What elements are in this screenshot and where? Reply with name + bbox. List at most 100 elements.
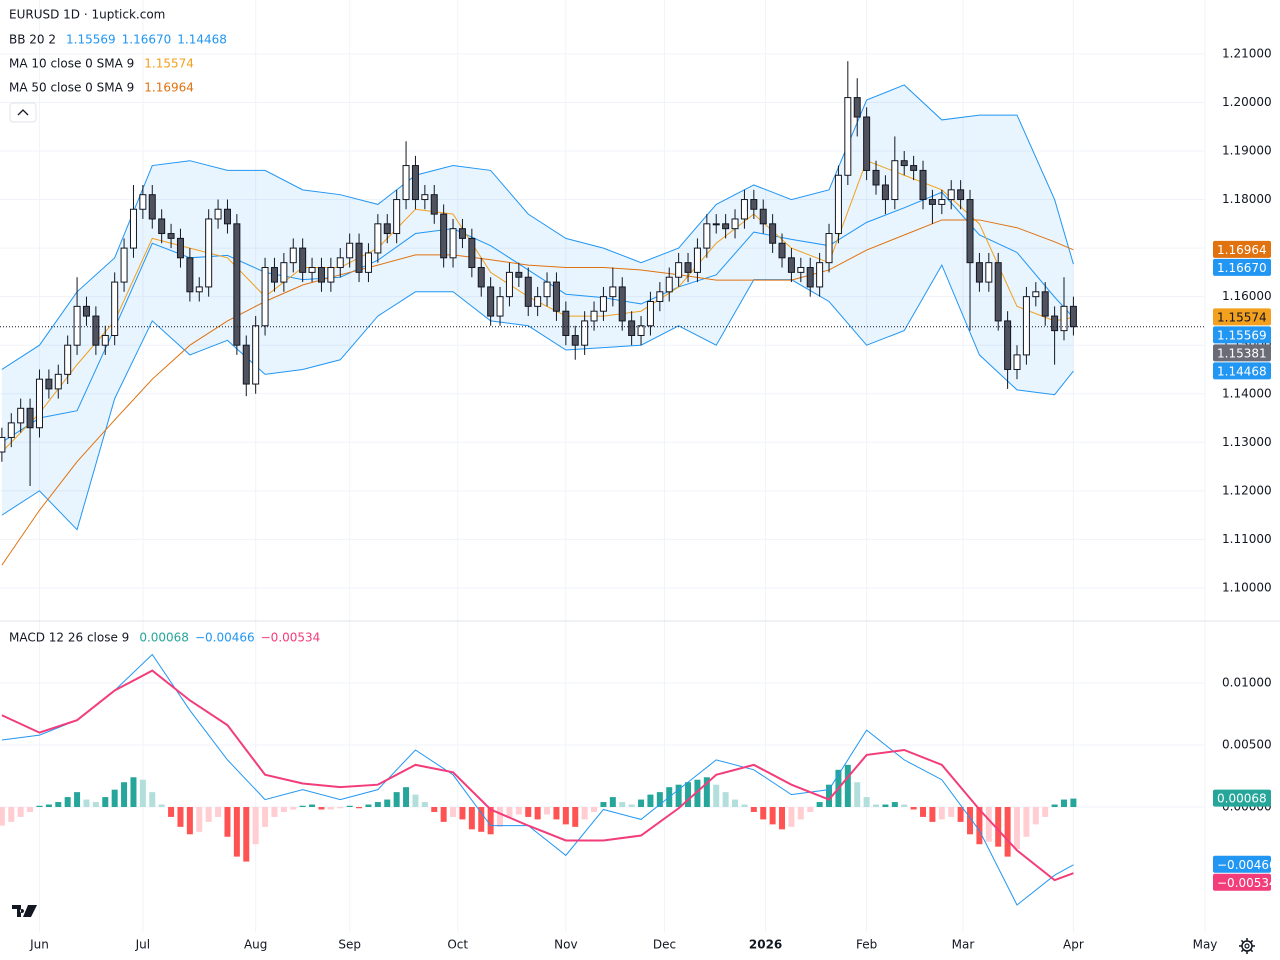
histogram-bar bbox=[327, 807, 334, 810]
candle-body bbox=[759, 208, 767, 225]
candle-body bbox=[346, 242, 354, 259]
candle-body bbox=[176, 237, 184, 259]
value-badge bbox=[1213, 873, 1271, 891]
value-badge-label: −0.00466 bbox=[1217, 858, 1277, 872]
histogram-bar bbox=[365, 804, 372, 808]
histogram-bar bbox=[121, 782, 128, 808]
legends: BB 20 2 1.15569 1.16670 1.14468 MA 10 close … bbox=[9, 33, 320, 645]
histogram-bar bbox=[130, 777, 137, 808]
candle-body bbox=[505, 271, 513, 298]
histogram-bar bbox=[252, 807, 259, 845]
histogram-bar bbox=[356, 807, 363, 809]
x-tick-label: Oct bbox=[447, 938, 468, 952]
y-tick-label: 1.12000 bbox=[1222, 483, 1272, 497]
candle-body bbox=[402, 165, 410, 201]
candle-body bbox=[928, 199, 936, 205]
candle-body bbox=[252, 325, 260, 385]
histogram-bar bbox=[309, 804, 316, 808]
candle-body bbox=[806, 267, 814, 288]
histogram-bar bbox=[262, 807, 269, 827]
histogram-bar bbox=[722, 792, 729, 808]
histogram-bar bbox=[384, 799, 391, 808]
candle-body bbox=[148, 194, 156, 220]
histogram-bar bbox=[826, 784, 833, 808]
value-badge bbox=[1213, 362, 1271, 380]
candle-body bbox=[440, 213, 448, 259]
candle-body bbox=[947, 189, 955, 201]
histogram-bar bbox=[976, 807, 983, 845]
histogram-bar bbox=[0, 807, 5, 826]
histogram-bar bbox=[910, 807, 917, 810]
candle-body bbox=[82, 305, 90, 317]
candle-body bbox=[693, 247, 701, 273]
logo[interactable] bbox=[12, 905, 37, 917]
histogram-bar bbox=[816, 802, 823, 808]
histogram-bar bbox=[957, 807, 964, 822]
candle-body bbox=[1032, 291, 1040, 298]
candle-body bbox=[411, 165, 419, 201]
legend-label: MA 10 close 0 SMA 9 bbox=[9, 57, 134, 71]
histogram-bar bbox=[525, 807, 532, 817]
histogram-bar bbox=[544, 807, 551, 815]
x-tick-label: Mar bbox=[952, 938, 975, 952]
candle-body bbox=[900, 160, 908, 167]
candle-body bbox=[609, 286, 617, 298]
histogram-bar bbox=[901, 804, 908, 808]
histogram-bar bbox=[139, 779, 146, 808]
x-tick-label: Jul bbox=[135, 938, 150, 952]
candle-body bbox=[881, 184, 889, 201]
candle-body bbox=[223, 208, 231, 225]
legend-value: −0.00534 bbox=[261, 631, 321, 645]
histogram-bar bbox=[797, 807, 804, 820]
histogram-bar bbox=[299, 805, 306, 808]
histogram-bar bbox=[487, 807, 494, 835]
histogram-bar bbox=[459, 807, 466, 820]
x-tick-label: May bbox=[1193, 938, 1218, 952]
x-tick-label: Nov bbox=[554, 938, 577, 952]
x-tick-label: Jun bbox=[29, 938, 49, 952]
candle-body bbox=[825, 233, 833, 264]
legend-value: 1.15574 bbox=[144, 57, 194, 71]
candle-body bbox=[421, 194, 429, 201]
legend-label: MA 50 close 0 SMA 9 bbox=[9, 81, 134, 95]
histogram-bar bbox=[929, 807, 936, 822]
value-badge bbox=[1213, 240, 1271, 258]
candle-body bbox=[731, 218, 739, 230]
histogram-bar bbox=[948, 807, 955, 817]
histogram-bar bbox=[421, 802, 428, 808]
histogram-bar bbox=[468, 807, 475, 830]
candle-body bbox=[628, 320, 636, 336]
candle-body bbox=[430, 194, 438, 215]
histogram-bar bbox=[647, 794, 654, 808]
histogram-bar bbox=[403, 787, 410, 808]
histogram-bar bbox=[619, 802, 626, 808]
histogram-bar bbox=[609, 797, 616, 808]
histogram-bar bbox=[337, 807, 344, 809]
candle-body bbox=[787, 257, 795, 273]
histogram-bar bbox=[732, 799, 739, 808]
candle-body bbox=[374, 223, 382, 254]
histogram-bar bbox=[111, 789, 118, 808]
histogram-bar bbox=[534, 807, 541, 820]
histogram-bar bbox=[478, 807, 485, 832]
candle-body bbox=[45, 378, 53, 390]
settings-button[interactable] bbox=[1239, 938, 1255, 954]
candle-body bbox=[994, 262, 1002, 322]
candle-body bbox=[92, 315, 100, 346]
value-badge-label: 1.15381 bbox=[1217, 346, 1267, 360]
histogram-bar bbox=[8, 807, 15, 822]
x-tick-label: Sep bbox=[338, 938, 361, 952]
histogram-bar bbox=[600, 802, 607, 808]
histogram-bar bbox=[290, 807, 297, 810]
histogram-bar bbox=[938, 807, 945, 820]
legend-value: 1.16670 bbox=[122, 33, 172, 47]
collapse-button[interactable] bbox=[9, 102, 37, 123]
candle-body bbox=[1051, 315, 1059, 332]
histogram-bar bbox=[374, 802, 381, 808]
candle-body bbox=[317, 267, 325, 283]
histogram-bar bbox=[233, 807, 240, 857]
legend-value: 1.16964 bbox=[144, 81, 194, 95]
histogram-bar bbox=[995, 807, 1002, 847]
legend-value: 1.14468 bbox=[177, 33, 227, 47]
